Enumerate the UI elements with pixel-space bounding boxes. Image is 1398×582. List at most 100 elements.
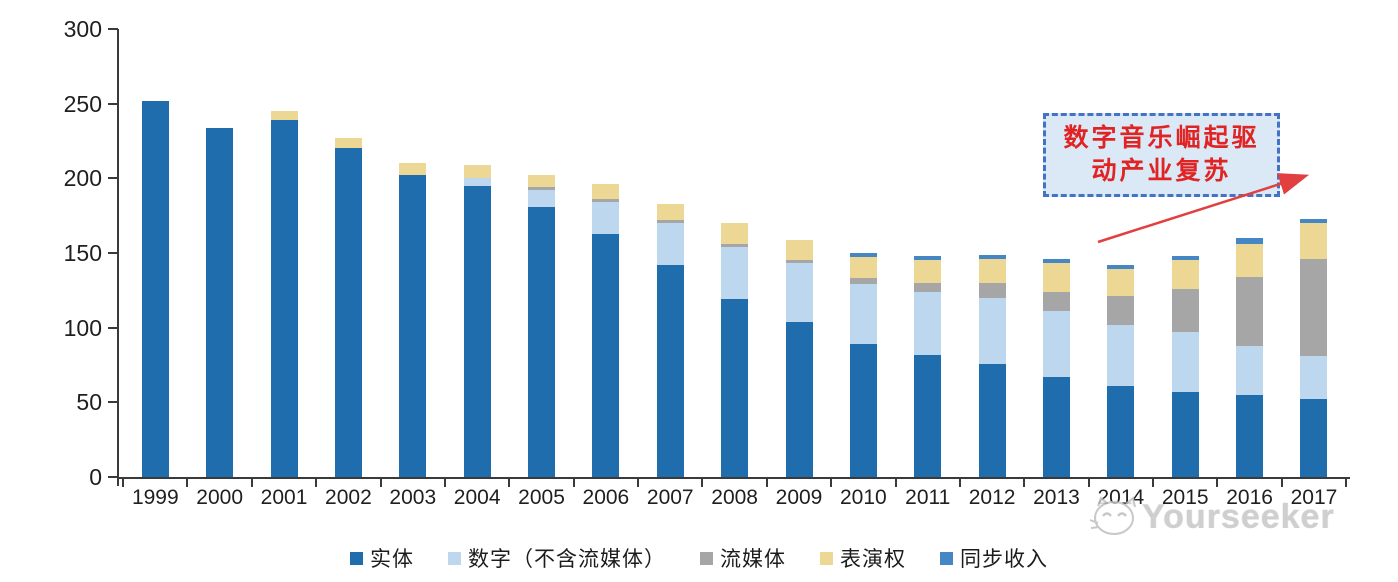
legend-swatch-physical (350, 551, 363, 565)
legend-item-performance: 表演权 (820, 543, 906, 573)
legend-label-digital: 数字（不含流媒体） (468, 548, 666, 571)
bar-2011-digital (914, 291, 942, 355)
legend-item-digital: 数字（不含流媒体） (448, 543, 666, 573)
bar-2013-physical (1042, 376, 1070, 477)
bar-2010-performance (849, 257, 877, 279)
x-tick-6 (508, 479, 511, 487)
bar-2015-sync (1171, 256, 1199, 261)
x-axis-line (117, 477, 1350, 479)
x-tick-8 (637, 479, 640, 487)
bar-2017-physical (1300, 399, 1328, 477)
y-axis-label-150: 150 (63, 240, 102, 266)
bar-2012-digital (978, 297, 1006, 364)
y-tick-100 (108, 326, 118, 329)
legend-label-streaming: 流媒体 (720, 548, 786, 571)
x-axis-label-2007: 2007 (646, 486, 694, 509)
legend-swatch-performance (820, 551, 833, 565)
bar-2010-digital (849, 284, 877, 345)
legend-item-streaming: 流媒体 (700, 543, 786, 573)
x-tick-5 (443, 479, 446, 487)
bar-2001-performance (270, 111, 298, 121)
bar-2016-performance (1236, 244, 1264, 277)
x-axis-label-2008: 2008 (711, 486, 758, 509)
bar-2017-performance (1300, 223, 1328, 259)
bar-2008-digital (721, 247, 749, 300)
x-tick-4 (379, 479, 382, 487)
x-axis-label-2006: 2006 (582, 486, 630, 509)
bar-2013-sync (1042, 259, 1070, 264)
x-tick-18 (1280, 479, 1283, 487)
x-tick-0 (122, 479, 125, 487)
bar-2009-performance (785, 239, 813, 261)
y-axis-label-200: 200 (63, 165, 102, 192)
bar-2013-streaming (1042, 291, 1070, 312)
bar-2016-physical (1236, 394, 1264, 477)
bar-2008-streaming (721, 244, 749, 248)
bar-2009-digital (785, 263, 813, 322)
bar-2013-digital (1042, 311, 1070, 377)
bar-2013-performance (1042, 263, 1070, 292)
x-axis-label-2010: 2010 (840, 486, 887, 509)
x-tick-2 (250, 479, 253, 487)
y-axis-label-300: 300 (63, 16, 102, 42)
bar-2012-streaming (978, 282, 1006, 298)
x-axis-label-2002: 2002 (325, 486, 372, 509)
bar-2001-physical (270, 120, 298, 477)
bar-2002-performance (334, 138, 362, 149)
bar-2005-performance (528, 175, 556, 188)
annotation-text-line2: 动产业复苏 (1091, 157, 1232, 185)
bar-2012-physical (978, 363, 1006, 477)
bar-2011-streaming (914, 282, 942, 292)
bar-2006-digital (592, 202, 620, 234)
x-tick-16 (1152, 479, 1155, 487)
x-tick-10 (765, 479, 768, 487)
bar-2008-performance (721, 223, 749, 245)
bar-2012-performance (978, 258, 1006, 283)
y-tick-200 (108, 177, 118, 180)
x-tick-12 (894, 479, 897, 487)
annotation-text-line1: 数字音乐崛起驱 (1063, 124, 1260, 152)
bar-2007-performance (656, 203, 684, 221)
x-tick-3 (315, 479, 318, 487)
x-axis-label-2017: 2017 (1290, 486, 1338, 509)
x-axis-label-2011: 2011 (905, 486, 951, 509)
y-axis-label-0: 0 (89, 464, 102, 490)
bar-2017-streaming (1300, 258, 1328, 357)
bar-2004-physical (463, 185, 491, 477)
x-axis-label-2001: 2001 (260, 486, 308, 509)
x-axis-label-2000: 2000 (196, 486, 244, 509)
legend-label-sync: 同步收入 (960, 548, 1048, 571)
bar-2009-streaming (785, 260, 813, 264)
bar-2000-physical (206, 127, 234, 477)
x-tick-13 (958, 479, 961, 487)
bar-2014-performance (1107, 269, 1135, 297)
legend-label-performance: 表演权 (840, 548, 906, 571)
x-axis-label-2005: 2005 (518, 486, 565, 509)
legend-swatch-digital (448, 551, 461, 565)
bar-2015-streaming (1171, 288, 1199, 333)
bar-2007-digital (656, 223, 684, 265)
bar-2009-physical (785, 321, 813, 477)
y-tick-150 (108, 252, 118, 254)
x-axis-label-2015: 2015 (1161, 486, 1209, 509)
annotation-callout: 数字音乐崛起驱 动产业复苏 (1043, 113, 1280, 197)
bar-2005-digital (528, 190, 556, 207)
yourseeker-cat-logo-icon (1089, 496, 1136, 535)
bar-2010-streaming (849, 278, 877, 285)
y-axis-label-250: 250 (63, 90, 102, 117)
x-axis-label-2009: 2009 (775, 486, 823, 509)
bar-2006-streaming (592, 199, 620, 203)
bar-2016-digital (1236, 345, 1264, 395)
y-axis-label-100: 100 (63, 314, 102, 341)
bar-2014-digital (1107, 324, 1135, 386)
bar-2005-physical (528, 206, 556, 477)
legend-swatch-sync (940, 551, 953, 565)
bar-2002-physical (334, 148, 362, 477)
bar-2003-physical (399, 175, 427, 477)
bar-2015-digital (1171, 332, 1199, 392)
bar-2011-physical (914, 354, 942, 477)
watermark-text: Yourseeker (1142, 497, 1335, 536)
bar-2010-sync (849, 253, 877, 258)
bar-2011-sync (914, 256, 942, 261)
